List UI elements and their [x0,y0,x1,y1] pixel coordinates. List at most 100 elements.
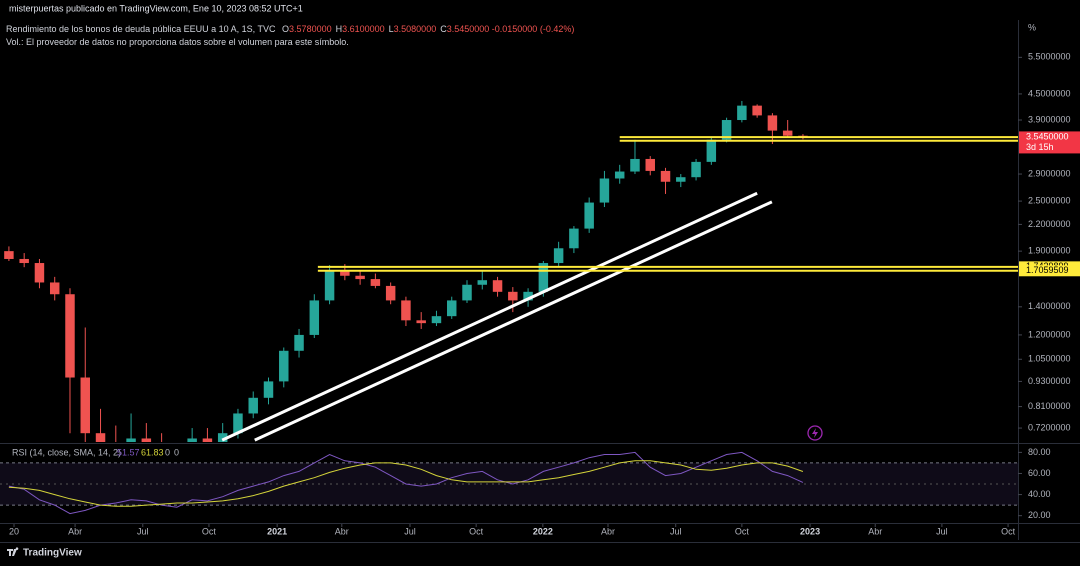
price-label: 1.7059509 [1026,265,1069,275]
y-tick-label: 20.00 [1028,510,1051,520]
change-pct: (-0.42%) [539,24,575,34]
rsi-legend-value: 0 [174,447,179,457]
rsi-line [8,460,804,507]
y-tick-label: 2.5000000 [1028,195,1071,205]
trend-line [254,200,773,442]
y-tick-label: 40.00 [1028,489,1051,499]
x-tick-label: Oct [735,526,750,536]
rsi-title: RSI (14, close, SMA, 14, 2) [12,447,121,457]
volume-note: Vol.: El proveedor de datos no proporcio… [6,37,349,47]
candle-body [752,105,762,116]
author-line: misterpuertas publicado en TradingView.c… [9,3,303,13]
x-tick-label: 2023 [800,526,820,536]
footer-logo [7,547,19,556]
x-tick-label: Oct [202,526,217,536]
candle-body [584,202,594,229]
x-tick-label: Abr [68,526,82,536]
candle-body [126,438,136,442]
y-tick-label: 1.2000000 [1028,329,1071,339]
candle-body [431,316,442,324]
y-tick-label: 4.5000000 [1028,88,1071,98]
candle-body [279,350,289,382]
y-tick-label: 1.9000000 [1028,246,1071,256]
y-tick-label: 60.00 [1028,468,1051,478]
rsi-pane [0,451,1018,515]
candle-body [187,438,197,442]
candle-body [553,248,564,264]
candle-body [141,438,152,442]
candle-body [767,115,778,131]
y-tick-label: 1.4000000 [1028,301,1071,311]
price-label-box [1019,131,1080,154]
y-tick-label: 80.00 [1028,447,1051,457]
footer-brand: TradingView [23,548,82,559]
x-tick-label: 20 [9,526,19,536]
candle-body [447,300,457,317]
candle-body [324,271,335,301]
candle-body [4,251,14,259]
candle-body [217,433,228,442]
candle-body [523,291,533,301]
candle-body [599,178,610,203]
y-tick-label: 0.8100000 [1028,401,1071,411]
ohlc-key: L [388,24,394,34]
candle-body [370,279,381,286]
candle-body [492,280,503,292]
candle-body [309,300,320,335]
rsi-line [8,451,804,515]
y-tick-label: 0.9300000 [1028,376,1071,386]
change: -0.0150000 [491,24,538,34]
ohlc-key: O [282,24,290,34]
y-tick-label: 3.9000000 [1028,114,1071,124]
symbol: Rendimiento de los bonos de deuda públic… [6,24,276,34]
rsi-legend-value: 51.57 [117,447,140,457]
x-tick-label: Oct [1001,526,1016,536]
candle-body [660,170,671,182]
candle-body [95,433,106,442]
candle-body [233,413,243,434]
event-icon-bolt [812,428,818,438]
rsi-legend-value: 0 [165,447,170,457]
candle-body [676,177,686,182]
y-tick-label: 1.0500000 [1028,354,1071,364]
candle-body [263,381,274,398]
price-pane [4,100,1018,442]
ohlc-value: 3.5080000 [393,24,437,34]
ohlc: O3.5780000 H3.6100000 L3.5080000 C3.5450000 [278,24,489,34]
x-tick-label: Jul [404,526,416,536]
price-label-box [1019,265,1080,277]
ohlc-key: C [440,24,447,34]
price-countdown: 3d 15h [1026,142,1054,152]
candle-body [340,271,350,276]
rsi-legend-value: 61.83 [141,447,164,457]
candle-body [706,139,717,162]
candle-body [462,284,472,301]
y-tick-label: 2.9000000 [1028,168,1071,178]
y-tick-label: 0.7200000 [1028,422,1071,432]
x-tick-label: Oct [469,526,484,536]
x-tick-label: Jul [137,526,149,536]
x-tick-label: Jul [670,526,682,536]
ohlc-key: H [335,24,343,34]
event-icon[interactable] [807,425,823,441]
candle-body [477,280,488,285]
candle-body [294,334,304,351]
y-tick-label: 2.2000000 [1028,219,1071,229]
candle-body [401,300,411,321]
x-tick-label: 2022 [533,526,553,536]
ohlc-value: 3.6100000 [342,24,385,34]
candle-body [385,285,396,301]
candle-body [645,158,655,171]
candle-body [49,282,60,295]
price-label: 3.5450000 [1026,131,1069,141]
candle-body [737,105,747,121]
ohlc-value: 3.5780000 [289,24,332,34]
symbol-line: Rendimiento de los bonos de deuda públic… [6,24,574,34]
x-tick-label: Abr [601,526,615,536]
ohlc-value: 3.5450000 [446,24,490,34]
x-tick-label: Jul [936,526,948,536]
candle-body [65,294,75,378]
candle-body [508,291,518,301]
